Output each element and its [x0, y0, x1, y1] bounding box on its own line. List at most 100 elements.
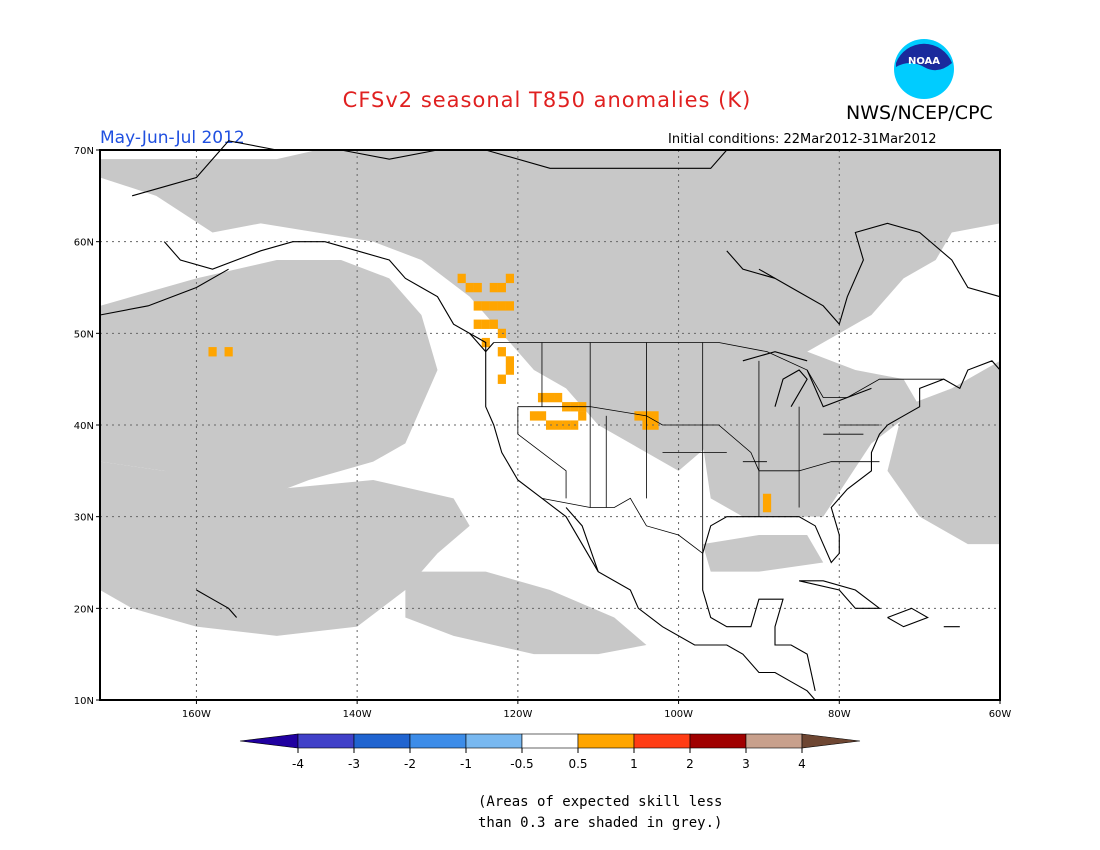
low-skill-region-pacific-south [405, 571, 647, 655]
lon-tick-label: 120W [503, 709, 532, 720]
warm-anomaly-cell [505, 365, 514, 375]
warm-anomaly-cell [489, 301, 498, 311]
axis-ticks: 160W 140W 120W 100W 80W 60W 70N 60N 50N 40N 30N 20N… [74, 146, 1012, 720]
low-skill-shading [100, 150, 1000, 655]
colorbar-swatch [465, 733, 523, 749]
colorbar-label: 2 [686, 757, 694, 771]
colorbar-swatch [577, 733, 635, 749]
lat-tick-label: 50N [74, 329, 94, 340]
colorbar-swatch [689, 733, 747, 749]
warm-anomaly-cell [505, 301, 514, 311]
skill-note-line: than 0.3 are shaded in grey.) [478, 815, 723, 831]
coastline [806, 369, 872, 408]
colorbar-swatch [521, 733, 579, 749]
initial-conditions: Initial conditions: 22Mar2012-31Mar2012 [668, 132, 937, 147]
political-borders [493, 342, 944, 554]
colorbar-label: 4 [798, 757, 806, 771]
coastline [565, 507, 599, 572]
colorbar-label: -0.5 [510, 757, 533, 771]
low-skill-region-eastern-us [702, 351, 920, 517]
coastlines [99, 140, 1001, 701]
warm-anomaly-cell [554, 420, 563, 430]
warm-anomaly-cell [505, 356, 514, 366]
coastline [99, 268, 229, 316]
warm-anomaly-cell [762, 493, 772, 504]
warm-anomaly-cell [537, 411, 547, 421]
lon-tick-label: 140W [343, 709, 372, 720]
colorbar-swatch [353, 733, 411, 749]
warm-anomaly-cell [497, 374, 506, 384]
coastline [887, 607, 929, 628]
warm-anomaly-cell [634, 411, 643, 421]
colorbar-label: -4 [292, 757, 304, 771]
warm-anomaly-cell [481, 301, 490, 311]
colorbar-label: -1 [460, 757, 472, 771]
colorbar-label: -2 [404, 757, 416, 771]
chart-title: CFSv2 seasonal T850 anomalies (K) [342, 88, 752, 112]
lat-tick-label: 10N [74, 696, 94, 707]
warm-anomaly-cell [473, 301, 482, 311]
coastline [469, 332, 495, 353]
warm-anomaly-cell [473, 319, 482, 329]
coastline [798, 580, 882, 609]
colorbar-swatch [745, 733, 803, 749]
warm-anomaly-cell [497, 328, 506, 339]
warm-anomaly-cell [578, 411, 587, 421]
warm-anomaly-cell [562, 420, 571, 430]
skill-note-line: (Areas of expected skill less [478, 794, 723, 810]
colorbar-label: 0.5 [568, 757, 587, 771]
state-border [517, 406, 567, 499]
warm-anomaly-cell [554, 392, 563, 403]
coastline [726, 250, 776, 279]
graticule [100, 150, 1000, 700]
lon-tick-label: 160W [182, 709, 211, 720]
coastline [131, 140, 728, 197]
lat-tick-label: 40N [74, 421, 94, 432]
colorbar-low-arrow [239, 733, 299, 749]
warm-anomaly-cell [489, 282, 498, 293]
agency-label: NWS/NCEP/CPC [846, 102, 993, 124]
lon-tick-label: 60W [989, 709, 1012, 720]
state-border [517, 406, 880, 472]
lon-tick-label: 100W [664, 709, 693, 720]
forecast-period: May-Jun-Jul 2012 [100, 128, 245, 148]
warm-anomaly-cell [650, 411, 659, 421]
lat-tick-label: 70N [74, 146, 94, 157]
low-skill-region-gulf-of-mexico [702, 535, 824, 572]
lat-tick-label: 30N [74, 513, 94, 524]
colorbar-label: 1 [630, 757, 638, 771]
state-border [493, 342, 944, 398]
coastline [702, 553, 816, 691]
colorbar-swatch [297, 733, 355, 749]
warm-anomaly-cell [762, 502, 772, 513]
coastline [196, 589, 238, 618]
colorbar-label: 3 [742, 757, 750, 771]
lat-tick-label: 20N [74, 604, 94, 615]
forecast-map: 160W 140W 120W 100W 80W 60W 70N 60N 50N 40N 30N 20N… [74, 140, 1012, 720]
warm-anomaly-cell [545, 392, 555, 403]
warm-anomaly-cell [497, 347, 506, 357]
warm-anomaly-cell [473, 282, 482, 293]
warm-anomaly-cell [481, 319, 490, 329]
noaa-logo-text: NOAA [908, 56, 940, 67]
color-scale: -4 -3 -2 -1 -0.5 0.5 1 2 3 4 [239, 733, 861, 771]
low-skill-region-atlantic-east [887, 360, 1000, 545]
state-border [541, 497, 703, 554]
low-skill-region-pacific-central [100, 461, 470, 636]
colorbar-label: -3 [348, 757, 360, 771]
coastline [758, 222, 1001, 326]
warm-anomaly-cell [489, 319, 498, 329]
colorbar-swatch [409, 733, 467, 749]
low-skill-region-arctic-canada [100, 150, 1000, 471]
lat-tick-label: 60N [74, 238, 94, 249]
coastline [742, 351, 808, 362]
noaa-logo: NOAA [894, 39, 954, 99]
warm-anomaly-cell [497, 301, 506, 311]
skill-note: (Areas of expected skill less than 0.3 a… [478, 792, 722, 834]
colorbar-swatch [633, 733, 691, 749]
low-skill-region-pacific-north [100, 260, 438, 499]
lon-tick-label: 80W [828, 709, 851, 720]
warm-anomaly-cell [529, 411, 539, 421]
coastline [774, 369, 808, 407]
coastline [163, 241, 816, 701]
